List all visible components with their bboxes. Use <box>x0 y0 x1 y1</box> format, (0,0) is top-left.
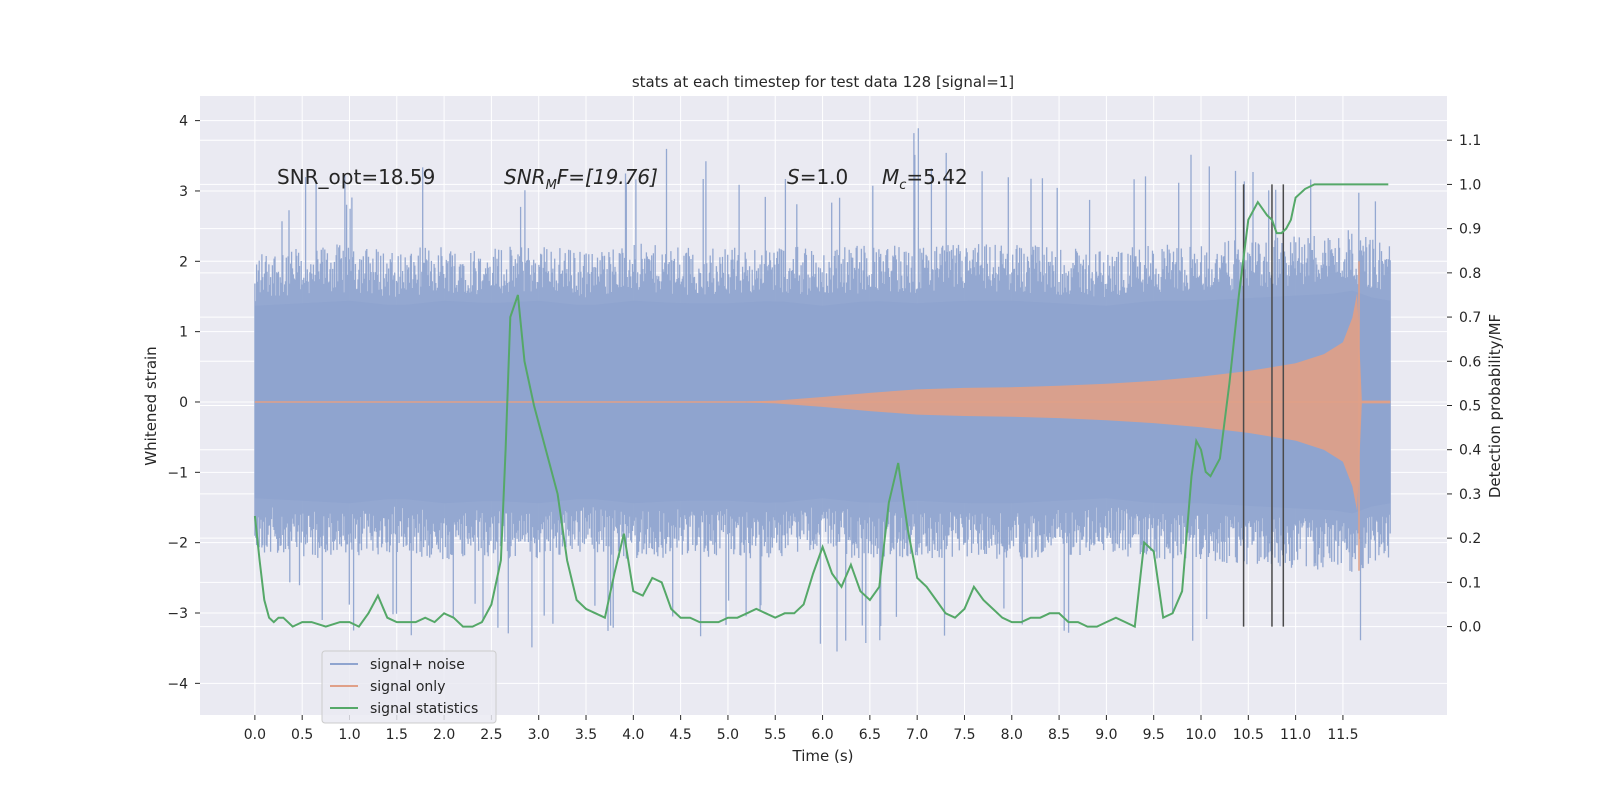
x-tick-label: 0.0 <box>244 727 266 743</box>
x-tick-label: 10.5 <box>1233 727 1264 743</box>
x-tick-label: 2.0 <box>433 727 455 743</box>
x-tick-label: 11.5 <box>1327 727 1358 743</box>
x-tick-label: 9.0 <box>1095 727 1117 743</box>
y-right-tick-label: 0.7 <box>1459 310 1481 326</box>
legend-box <box>321 650 497 724</box>
x-tick-label: 5.0 <box>717 727 739 743</box>
x-tick-label: 1.0 <box>338 727 360 743</box>
y-axis-right-label: Detection probability/MF <box>1486 314 1504 498</box>
y-axis-left-label: Whitened strain <box>142 346 160 465</box>
y-axis-right-ticks: 1.1 1.0 0.9 0.8 0.7 0.6 0.5 0.4 0.3 0.2 0.1 0.0 <box>1447 133 1481 636</box>
x-tick-label: 0.5 <box>291 727 313 743</box>
x-tick-label: 5.5 <box>764 727 786 743</box>
signal-statistics-line <box>253 183 1389 629</box>
legend: signal+ noise signal only signal statist… <box>321 650 497 724</box>
snr-mf-prefix: SNR <box>504 165 546 189</box>
y-right-tick-label: 0.1 <box>1459 575 1481 591</box>
y-right-tick-label: 0.5 <box>1459 399 1481 415</box>
y-right-tick-label: 0.2 <box>1459 531 1481 547</box>
snr-mf-suffix: F=[19.76] <box>557 165 658 189</box>
y-right-tick-label: 1.0 <box>1459 177 1481 193</box>
x-tick-label: 9.5 <box>1143 727 1165 743</box>
y-right-tick-label: 0.4 <box>1459 443 1481 459</box>
x-axis-ticks: 0.0 0.5 1.0 1.5 2.0 2.5 3.0 3.5 4.0 4.5 5.0 5.5 6.0 6… <box>244 715 1359 743</box>
annotation-s: S=1.0 <box>787 165 848 189</box>
x-axis-label: Time (s) <box>792 747 854 765</box>
y-left-tick-label: 3 <box>179 184 188 200</box>
y-left-tick-label: −3 <box>167 606 188 622</box>
y-left-tick-label: −1 <box>167 465 188 481</box>
y-left-tick-label: −4 <box>167 676 188 692</box>
x-tick-label: 8.0 <box>1001 727 1023 743</box>
annotation-mc: Mc=5.42 <box>882 165 968 193</box>
legend-label-signal-only: signal only <box>370 679 445 695</box>
legend-label-signal-noise: signal+ noise <box>370 657 465 673</box>
x-tick-label: 7.0 <box>906 727 928 743</box>
y-left-tick-label: 0 <box>179 395 188 411</box>
y-right-tick-label: 0.3 <box>1459 487 1481 503</box>
series-signal-only <box>254 261 1391 571</box>
annotation-snr-mf: SNRMF=[19.76] <box>504 165 658 193</box>
s-value: =1.0 <box>800 165 849 189</box>
x-tick-label: 2.5 <box>480 727 502 743</box>
y-left-tick-label: −2 <box>167 536 188 552</box>
x-tick-label: 11.0 <box>1280 727 1311 743</box>
x-tick-label: 10.0 <box>1185 727 1216 743</box>
mc-symbol: M <box>882 165 899 189</box>
chart-title: stats at each timestep for test data 128… <box>632 73 1014 91</box>
x-tick-label: 6.5 <box>859 727 881 743</box>
x-tick-label: 4.5 <box>670 727 692 743</box>
plot-area <box>253 128 1391 652</box>
y-right-tick-label: 0.9 <box>1459 222 1481 238</box>
mc-value: =5.42 <box>906 165 967 189</box>
y-left-tick-label: 1 <box>179 325 188 341</box>
x-tick-label: 4.0 <box>622 727 644 743</box>
y-axis-left-ticks: 4 3 2 1 0 −1 −2 −3 −4 <box>167 114 200 692</box>
x-tick-label: 7.5 <box>953 727 975 743</box>
y-right-tick-label: 0.8 <box>1459 266 1481 282</box>
x-tick-label: 6.0 <box>811 727 833 743</box>
y-left-tick-label: 2 <box>179 254 188 270</box>
y-right-tick-label: 0.6 <box>1459 354 1481 370</box>
mc-subscript: c <box>899 178 906 193</box>
x-tick-label: 3.0 <box>528 727 550 743</box>
legend-label-signal-statistics: signal statistics <box>370 701 478 717</box>
y-right-tick-label: 0.0 <box>1459 620 1481 636</box>
x-tick-label: 3.5 <box>575 727 597 743</box>
y-right-tick-label: 1.1 <box>1459 133 1481 149</box>
x-tick-label: 1.5 <box>386 727 408 743</box>
x-tick-label: 8.5 <box>1048 727 1070 743</box>
s-symbol: S <box>787 165 800 189</box>
y-left-tick-label: 4 <box>179 114 188 130</box>
snr-mf-subscript: M <box>546 178 557 193</box>
annotation-snr-opt: SNR_opt=18.59 <box>277 165 435 189</box>
